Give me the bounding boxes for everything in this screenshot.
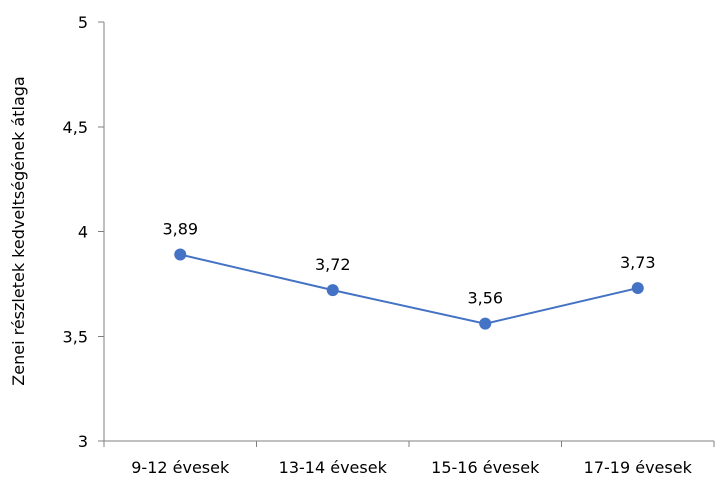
series-group: 3,89 3,72 3,56 3,73 bbox=[162, 220, 656, 330]
series-line bbox=[180, 253, 638, 325]
x-tick-label: 15-16 évesek bbox=[431, 458, 540, 477]
x-tick-label: 17-19 évesek bbox=[584, 458, 693, 477]
data-point bbox=[326, 284, 339, 297]
x-tick-label: 13-14 évesek bbox=[279, 458, 388, 477]
y-tick-label: 4,5 bbox=[63, 118, 88, 137]
y-tick-label: 5 bbox=[78, 13, 88, 32]
data-point bbox=[174, 248, 187, 261]
y-tick-label: 3,5 bbox=[63, 327, 88, 346]
y-tick-label: 3 bbox=[78, 432, 88, 451]
data-label: 3,89 bbox=[162, 220, 198, 239]
data-point bbox=[479, 317, 492, 330]
data-point bbox=[631, 282, 644, 295]
y-tick-label: 4 bbox=[78, 223, 88, 242]
data-label: 3,72 bbox=[315, 255, 351, 274]
y-axis-ticks: 3 3,5 4 4,5 5 bbox=[63, 13, 104, 451]
data-label: 3,73 bbox=[620, 253, 656, 272]
y-axis-title: Zenei részletek kedveltségének átlaga bbox=[9, 76, 28, 385]
data-label: 3,56 bbox=[467, 289, 503, 308]
x-tick-label: 9-12 évesek bbox=[131, 458, 230, 477]
x-axis-ticks: 9-12 évesek 13-14 évesek 15-16 évesek 17-19… bbox=[103, 441, 715, 477]
